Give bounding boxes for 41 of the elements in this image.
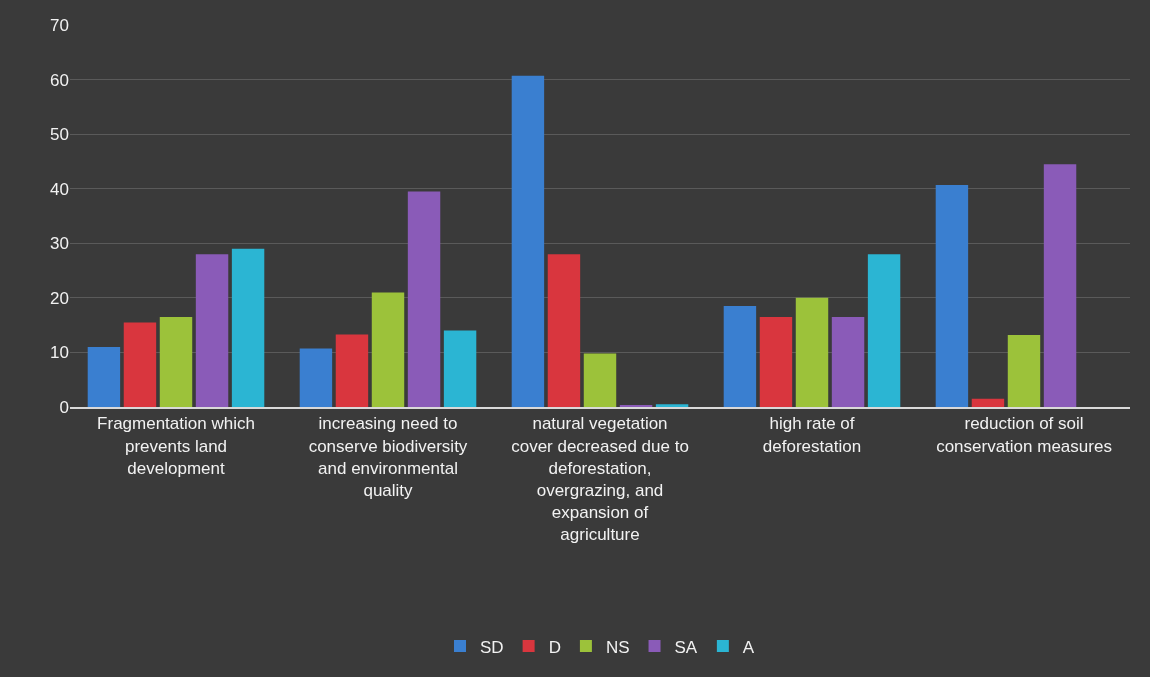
bar: [759, 316, 793, 407]
bar: [655, 404, 689, 407]
bar: [87, 346, 121, 407]
y-tick-label: 70: [50, 15, 69, 35]
y-tick-label: 50: [50, 125, 69, 145]
bar: [831, 316, 865, 407]
bar: [195, 254, 229, 407]
bar: [511, 75, 545, 407]
x-tick-label: reduction of soil conservation measures: [936, 414, 1112, 456]
bar: [971, 398, 1005, 407]
bar: [335, 334, 369, 407]
bar: [443, 330, 477, 407]
x-tick-label: natural vegetation cover decreased due to deforestation, overgrazing, and expansion of agriculture: [511, 414, 689, 544]
legend-label: SA: [674, 637, 698, 657]
bar: [723, 306, 757, 407]
bar: [1007, 334, 1041, 407]
bar: [299, 348, 333, 407]
y-tick-label: 30: [50, 234, 69, 254]
bar: [795, 297, 829, 407]
x-tick-label: Fragmentation which prevents land development: [97, 414, 255, 478]
y-tick-label: 40: [50, 179, 69, 199]
y-tick-label: 0: [59, 397, 69, 417]
bar: [935, 184, 969, 407]
legend-label: A: [742, 637, 755, 657]
y-tick-label: 60: [50, 70, 69, 90]
bar: [407, 191, 441, 407]
bar: [547, 254, 581, 407]
x-tick-label: increasing need to conserve biodiversity and environmental quality: [308, 414, 468, 500]
bar: [583, 353, 617, 407]
legend-label: D: [548, 637, 561, 657]
bar: [371, 292, 405, 407]
bar: [123, 322, 157, 407]
legend-label: SD: [480, 637, 504, 657]
x-tick-label: high rate of deforestation: [762, 414, 862, 456]
bar: [159, 316, 193, 407]
y-tick-label: 10: [50, 343, 69, 363]
bar: [867, 254, 901, 407]
legend-label: NS: [605, 637, 630, 657]
bar: [1043, 164, 1077, 407]
y-tick-label: 20: [50, 288, 69, 308]
bar: [231, 248, 265, 407]
